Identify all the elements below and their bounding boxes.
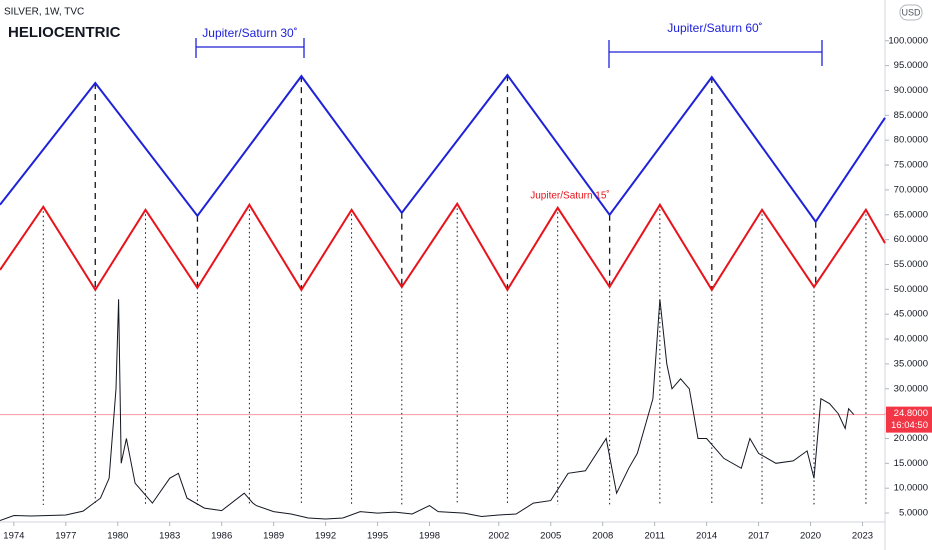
- bracket-60: [608, 40, 823, 68]
- y-tick-label: 35.0000: [894, 358, 928, 369]
- x-tick-label: 2008: [592, 531, 613, 542]
- series-line: [0, 201, 886, 292]
- y-tick-label: 60.0000: [894, 234, 928, 245]
- x-tick-label: 2005: [540, 531, 561, 542]
- last-price-label: 24.8000: [894, 408, 928, 419]
- currency-badge[interactable]: [899, 4, 923, 21]
- y-tick-label: 45.0000: [894, 309, 928, 320]
- x-tick-label: 1980: [107, 531, 128, 542]
- y-tick-label: 100.0000: [888, 35, 928, 46]
- currency-label: USD: [901, 7, 921, 17]
- x-tick-label: 1974: [3, 531, 24, 542]
- x-tick-label: 1989: [263, 531, 284, 542]
- x-tick-label: 1983: [159, 531, 180, 542]
- symbol-header: SILVER, 1W, TVC: [4, 7, 84, 18]
- x-tick-label: 1998: [419, 531, 440, 542]
- series-line: [0, 73, 886, 224]
- countdown-label: 16:04:50: [891, 420, 928, 431]
- y-tick-label: 50.0000: [894, 284, 928, 295]
- x-tick-label: 2014: [696, 531, 717, 542]
- y-tick-label: 30.0000: [894, 383, 928, 394]
- y-tick-label: 5.0000: [899, 508, 928, 519]
- chart-title: HELIOCENTRIC: [8, 24, 121, 41]
- x-tick-label: 2020: [800, 531, 821, 542]
- annotation: Jupiter/Saturn 30˚: [202, 26, 297, 40]
- y-tick-label: 55.0000: [894, 259, 928, 270]
- y-tick-label: 95.0000: [894, 60, 928, 71]
- x-tick-label: 2011: [644, 531, 664, 542]
- x-tick-label: 2017: [748, 531, 769, 542]
- annotation: Jupiter/Saturn 60˚: [667, 21, 762, 35]
- y-tick-label: 75.0000: [894, 160, 928, 171]
- last-price-badge: [886, 406, 932, 433]
- annotation: Jupiter/Saturn 15˚: [530, 190, 610, 202]
- x-tick-label: 2023: [852, 531, 873, 542]
- y-tick-label: 80.0000: [894, 135, 928, 146]
- x-tick-label: 1992: [315, 531, 336, 542]
- x-tick-label: 1986: [211, 531, 232, 542]
- x-tick-label: 1995: [367, 531, 388, 542]
- bracket-30: [195, 38, 305, 58]
- x-tick-label: 1977: [55, 531, 76, 542]
- y-tick-label: 70.0000: [894, 184, 928, 195]
- y-tick-label: 65.0000: [894, 209, 928, 220]
- y-tick-label: 10.0000: [894, 483, 928, 494]
- y-tick-label: 85.0000: [894, 110, 928, 121]
- x-tick-label: 2002: [488, 531, 509, 542]
- series-line: [0, 299, 855, 521]
- y-tick-label: 15.0000: [894, 458, 928, 469]
- y-tick-label: 40.0000: [894, 334, 928, 345]
- y-tick-label: 20.0000: [894, 433, 928, 444]
- y-tick-label: 90.0000: [894, 85, 928, 96]
